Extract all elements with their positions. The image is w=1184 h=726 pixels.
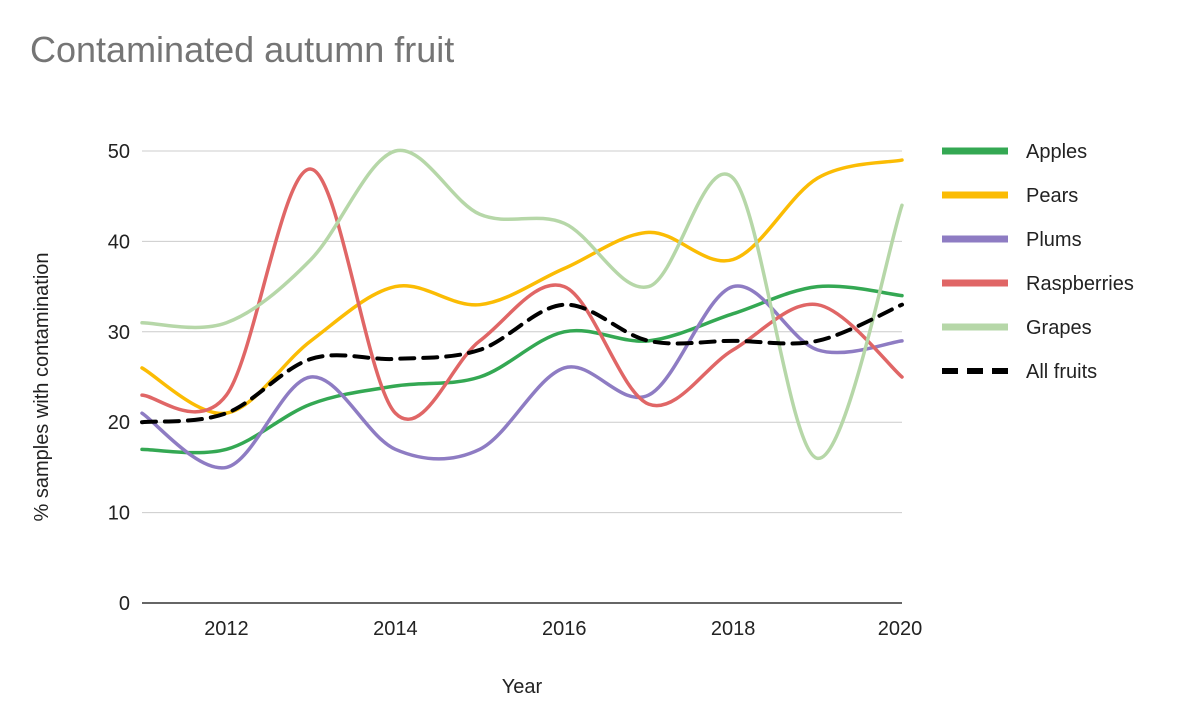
- legend-label-all-fruits: All fruits: [1026, 361, 1097, 383]
- legend-label-apples: Apples: [1026, 141, 1087, 163]
- series-line-all-fruits: [140, 302, 904, 425]
- series-line-raspberries: [140, 167, 904, 421]
- legend-label-raspberries: Raspberries: [1026, 273, 1134, 295]
- legend-label-grapes: Grapes: [1026, 317, 1092, 339]
- series-line-apples: [140, 284, 904, 455]
- x-tick-label: 2018: [711, 618, 756, 640]
- legend: Apples Pears Plums Raspberries Grapes All fru…: [942, 141, 1134, 383]
- x-tick-label: 2012: [204, 618, 249, 640]
- series-line-plums: [140, 284, 904, 470]
- y-tick-label: 40: [108, 231, 130, 253]
- x-tick-label: 2020: [878, 618, 923, 640]
- x-tick-label: 2014: [373, 618, 418, 640]
- axes: 0 10 20 30 40 50 2012 2014 2016 2018 2020: [108, 141, 923, 640]
- y-tick-label: 50: [108, 141, 130, 163]
- x-axis-label: Year: [502, 676, 543, 698]
- x-tick-label: 2016: [542, 618, 587, 640]
- legend-label-pears: Pears: [1026, 185, 1078, 207]
- chart-title: Contaminated autumn fruit: [30, 29, 454, 70]
- y-axis-label: % samples with contamination: [31, 252, 53, 521]
- series-lines: [140, 148, 904, 470]
- series-line-pears: [140, 158, 904, 416]
- series-line-grapes: [140, 148, 904, 461]
- y-tick-label: 0: [119, 593, 130, 615]
- y-tick-label: 20: [108, 412, 130, 434]
- y-tick-label: 30: [108, 322, 130, 344]
- y-tick-label: 10: [108, 503, 130, 525]
- legend-label-plums: Plums: [1026, 229, 1082, 251]
